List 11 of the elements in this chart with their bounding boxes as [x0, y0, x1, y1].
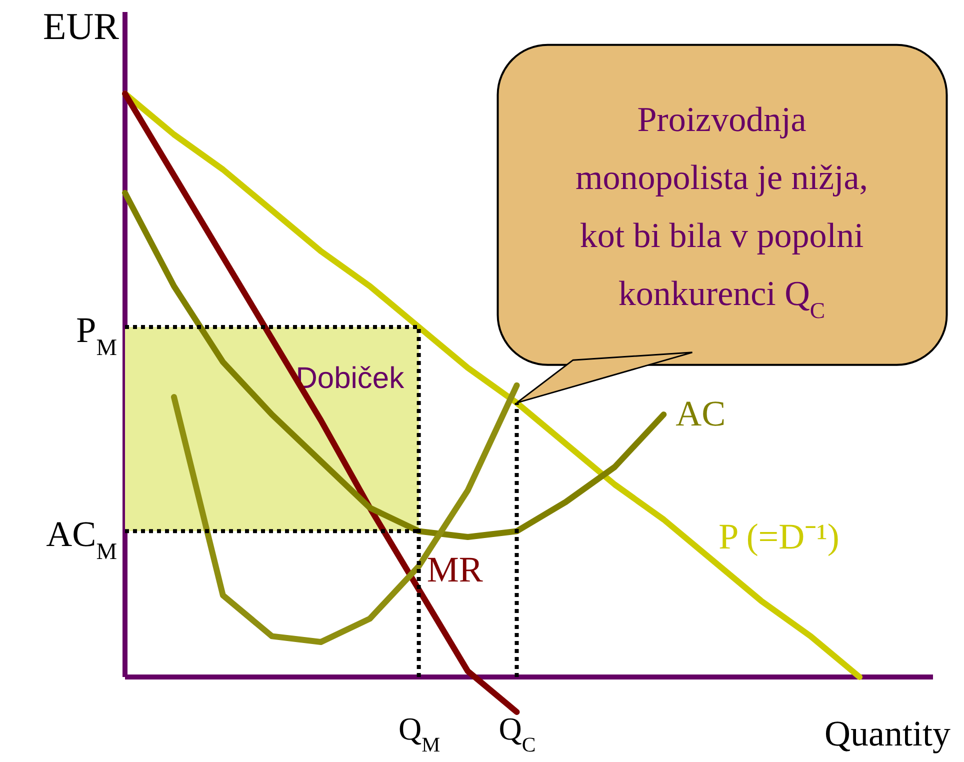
series-label: AC — [676, 394, 726, 434]
x-tick-label: Q$_{C}$ — [498, 710, 536, 756]
x-axis-title: Quantity — [824, 714, 950, 754]
ref-line-label: P$_{M}$ — [76, 310, 118, 361]
series-label: MR — [426, 550, 483, 590]
band-label: Dobiček — [296, 362, 406, 396]
annotation: Proizvodnja monopolista je nižja, kot bi bila v popolni konkurenci Q$_{C}$ — [575, 100, 868, 322]
series-label: P (=D⁻¹) — [718, 516, 840, 556]
ref-line-label: AC$_{M}$ — [46, 514, 118, 566]
y-axis-title: EUR — [43, 6, 120, 48]
x-tick-label: Q$_{M}$ — [398, 710, 440, 756]
